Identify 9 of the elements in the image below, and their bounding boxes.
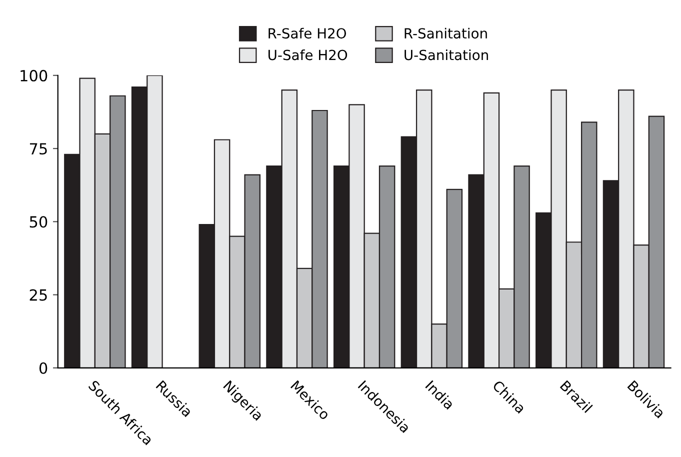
legend-label: U-Sanitation	[404, 49, 488, 60]
y-tick-label: 100	[20, 70, 48, 82]
y-tick-label: 25	[30, 289, 47, 301]
legend-label: R-Sanitation	[404, 28, 487, 39]
legend-label: R-Safe H2O	[268, 28, 346, 39]
legend-label: U-Safe H2O	[268, 49, 348, 60]
y-tick-label: 75	[30, 143, 47, 155]
y-tick-label: 0	[39, 362, 48, 374]
y-tick-label: 50	[30, 216, 48, 228]
